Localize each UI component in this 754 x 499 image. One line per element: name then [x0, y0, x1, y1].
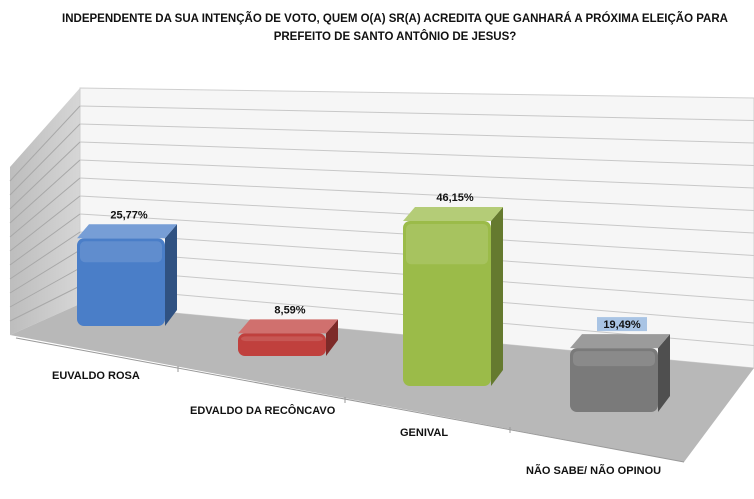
bar-side	[658, 334, 670, 412]
bar-side	[165, 224, 177, 326]
data-label: 19,49%	[603, 319, 641, 331]
chart-side-wall	[10, 88, 80, 335]
data-label: 46,15%	[436, 192, 474, 204]
gridline	[9, 231, 81, 280]
gridline	[9, 159, 81, 224]
bar-front	[403, 221, 491, 386]
bar: 19,49%	[570, 317, 670, 412]
gridline	[9, 105, 81, 182]
bar-side	[491, 207, 503, 386]
gridline	[9, 123, 81, 196]
bar-top	[77, 224, 177, 239]
bar: 8,59%	[238, 304, 338, 356]
gridline	[9, 213, 81, 266]
category-label: EDVALDO DA RECÔNCAVO	[190, 404, 336, 417]
bar: 25,77%	[77, 209, 177, 326]
bar-top	[570, 334, 670, 349]
bar-highlight	[573, 351, 655, 367]
bar-top	[403, 207, 503, 221]
gridline	[79, 123, 754, 144]
bar-front	[238, 333, 326, 356]
data-label-highlight	[597, 317, 647, 332]
chart-floor	[10, 304, 754, 462]
data-label: 8,59%	[274, 304, 305, 316]
category-label: EUVALDO ROSA	[52, 370, 140, 382]
bar-highlight	[80, 241, 162, 263]
bar-front	[77, 238, 165, 326]
bar-side	[326, 319, 338, 356]
gridline	[9, 195, 81, 252]
gridline	[79, 105, 754, 121]
data-label: 25,77%	[110, 209, 148, 221]
gridline	[79, 159, 754, 189]
bar-front	[570, 348, 658, 412]
gridline	[9, 267, 81, 308]
bar-highlight	[241, 336, 323, 342]
bar-highlight	[406, 224, 488, 265]
chart-title: INDEPENDENTE DA SUA INTENÇÃO DE VOTO, QU…	[62, 13, 728, 43]
category-label: GENIVAL	[400, 427, 448, 439]
category-label: NÃO SABE/ NÃO OPINOU	[526, 464, 661, 477]
gridline	[9, 177, 81, 238]
gridline	[9, 285, 81, 322]
gridline	[9, 249, 81, 294]
gridline	[9, 141, 81, 210]
gridline	[79, 177, 754, 211]
gridline	[79, 141, 754, 166]
bar-top	[238, 319, 338, 334]
bar: 46,15%	[403, 192, 503, 386]
x-axis-line	[15, 337, 685, 463]
